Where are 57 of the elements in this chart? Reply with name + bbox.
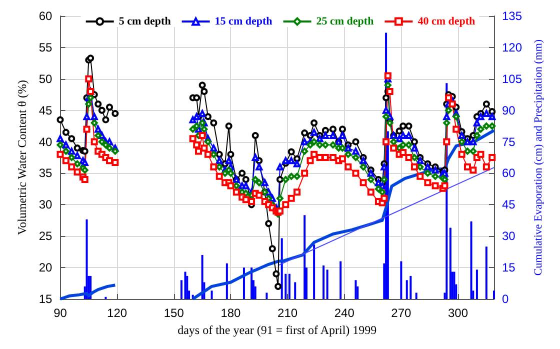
y2-tick-label: 30 [502,229,516,244]
y-tick-label: 30 [38,198,53,212]
x-tick-label: 90 [54,306,68,320]
x-tick-label: 210 [278,306,298,320]
y-tick-label: 15 [38,292,53,306]
bar [470,221,472,299]
y-tick-label: 60 [38,9,53,23]
bar [449,228,452,299]
y2-tick-label: 0 [502,292,509,306]
y2-tick-label: 120 [502,40,522,54]
x-axis-title: days of the year (91 = first of April) 1999 [178,322,377,337]
y-tick-label: 45 [38,103,53,118]
bar [210,290,213,299]
x-tick-label: 120 [107,306,128,320]
y-tick-label: 35 [38,166,53,180]
legend-label: 40 cm depth [418,16,476,28]
bar [186,276,188,299]
bar [485,246,488,299]
y-tick-label: 20 [38,260,53,275]
y-axis-title: Volumetric Water Content θ (%) [15,80,29,235]
y2-tick-label: 90 [502,103,516,118]
x-tick-label: 240 [334,306,355,320]
bar [354,280,357,299]
bar [288,274,290,299]
x-tick-label: 300 [448,306,468,320]
bar [294,282,296,299]
bar [406,280,408,299]
x-tick-label: 150 [164,306,184,320]
bar [400,261,402,299]
legend-label: 15 cm depth [214,16,272,28]
y2-axis-title: Cumulative Evaporation (cm) and Precipitation (mm) [532,39,544,276]
bar [415,292,418,299]
bar [340,261,342,299]
y2-tick-label: 60 [502,166,516,180]
bar [266,292,268,299]
legend-label: 5 cm depth [118,16,171,28]
legend-label: 25 cm depth [316,16,374,28]
y2-tick-label: 135 [502,9,522,23]
x-tick-label: 180 [220,306,242,320]
bar [410,276,412,299]
bar [226,263,228,299]
y2-tick-label: 45 [502,198,516,212]
bar [322,265,325,299]
bar [180,280,182,299]
y-tick-label: 25 [38,229,53,244]
bar [313,244,316,299]
bar [476,270,478,299]
x-tick-label: 270 [391,306,412,320]
bar [326,270,328,299]
bar [304,215,306,299]
y2-tick-label: 15 [502,260,516,275]
y-tick-label: 50 [38,72,53,86]
bar [493,290,495,299]
y2-tick-label: 75 [502,134,516,149]
y2-tick-label: 105 [502,72,522,86]
y-tick-label: 55 [38,40,53,54]
y-tick-label: 40 [38,134,53,149]
